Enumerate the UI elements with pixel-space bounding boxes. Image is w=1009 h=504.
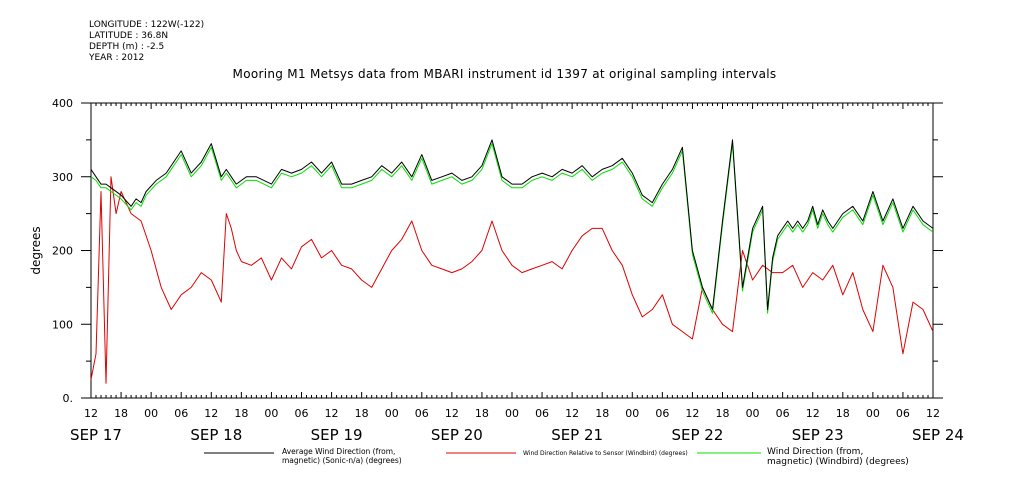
x-tick-label: 12 xyxy=(325,407,339,420)
x-tick-label: 12 xyxy=(204,407,218,420)
legend-avg-label: Average Wind Direction (from, magnetic) (… xyxy=(282,447,402,465)
x-tick-label: 06 xyxy=(776,407,790,420)
x-tick-label: 12 xyxy=(806,407,820,420)
legend-relative-label: Wind Direction Relative to Sensor (Windb… xyxy=(523,450,688,457)
x-tick-label: 00 xyxy=(385,407,399,420)
x-tick-label: 12 xyxy=(565,407,579,420)
x-tick-label: 12 xyxy=(84,407,98,420)
x-tick-label: 18 xyxy=(355,407,369,420)
day-label: SEP 23 xyxy=(792,426,844,444)
x-tick-label: 06 xyxy=(174,407,188,420)
y-tick-label: 200 xyxy=(52,245,73,258)
day-label: SEP 21 xyxy=(551,426,603,444)
x-tick-label: 00 xyxy=(264,407,278,420)
x-tick-label: 12 xyxy=(685,407,699,420)
legend-windbird-label: Wind Direction (from, magnetic) (Windbird… xyxy=(767,447,909,467)
x-tick-label: 18 xyxy=(234,407,248,420)
x-tick-label: 12 xyxy=(926,407,940,420)
chart-title: Mooring M1 Metsys data from MBARI instru… xyxy=(232,67,777,81)
year-text: YEAR : 2012 xyxy=(89,53,145,63)
day-label: SEP 18 xyxy=(190,426,242,444)
x-tick-label: 06 xyxy=(535,407,549,420)
day-label: SEP 17 xyxy=(70,426,122,444)
day-label: SEP 24 xyxy=(912,426,964,444)
day-label: SEP 20 xyxy=(431,426,483,444)
day-label: SEP 22 xyxy=(671,426,723,444)
x-tick-label: 18 xyxy=(114,407,128,420)
series-line-2 xyxy=(90,143,934,314)
y-tick-label: 400 xyxy=(52,97,73,110)
x-tick-label: 06 xyxy=(896,407,910,420)
x-tick-label: 00 xyxy=(866,407,880,420)
x-tick-label: 12 xyxy=(445,407,459,420)
y-tick-label: 0. xyxy=(63,392,74,405)
x-tick-label: 00 xyxy=(505,407,519,420)
series-line-0 xyxy=(90,139,934,310)
y-tick-label: 300 xyxy=(52,171,73,184)
x-tick-label: 18 xyxy=(716,407,730,420)
longitude-text: LONGITUDE : 122W(-122) xyxy=(89,20,205,30)
x-tick-label: 00 xyxy=(144,407,158,420)
x-tick-label: 18 xyxy=(836,407,850,420)
plot-frame xyxy=(90,102,934,399)
x-tick-label: 18 xyxy=(475,407,489,420)
metadata-block: LONGITUDE : 122W(-122) LATITUDE : 36.8N … xyxy=(89,20,204,64)
series-line-1 xyxy=(90,176,934,384)
x-tick-label: 00 xyxy=(625,407,639,420)
day-label: SEP 19 xyxy=(311,426,363,444)
x-tick-label: 00 xyxy=(746,407,760,420)
latitude-text: LATITUDE : 36.8N xyxy=(89,31,169,41)
y-axis-label: degrees xyxy=(29,226,43,274)
y-tick-label: 100 xyxy=(52,318,73,331)
x-tick-label: 18 xyxy=(595,407,609,420)
x-tick-label: 06 xyxy=(415,407,429,420)
x-tick-label: 06 xyxy=(295,407,309,420)
depth-text: DEPTH (m) : -2.5 xyxy=(89,42,165,52)
x-tick-label: 06 xyxy=(655,407,669,420)
